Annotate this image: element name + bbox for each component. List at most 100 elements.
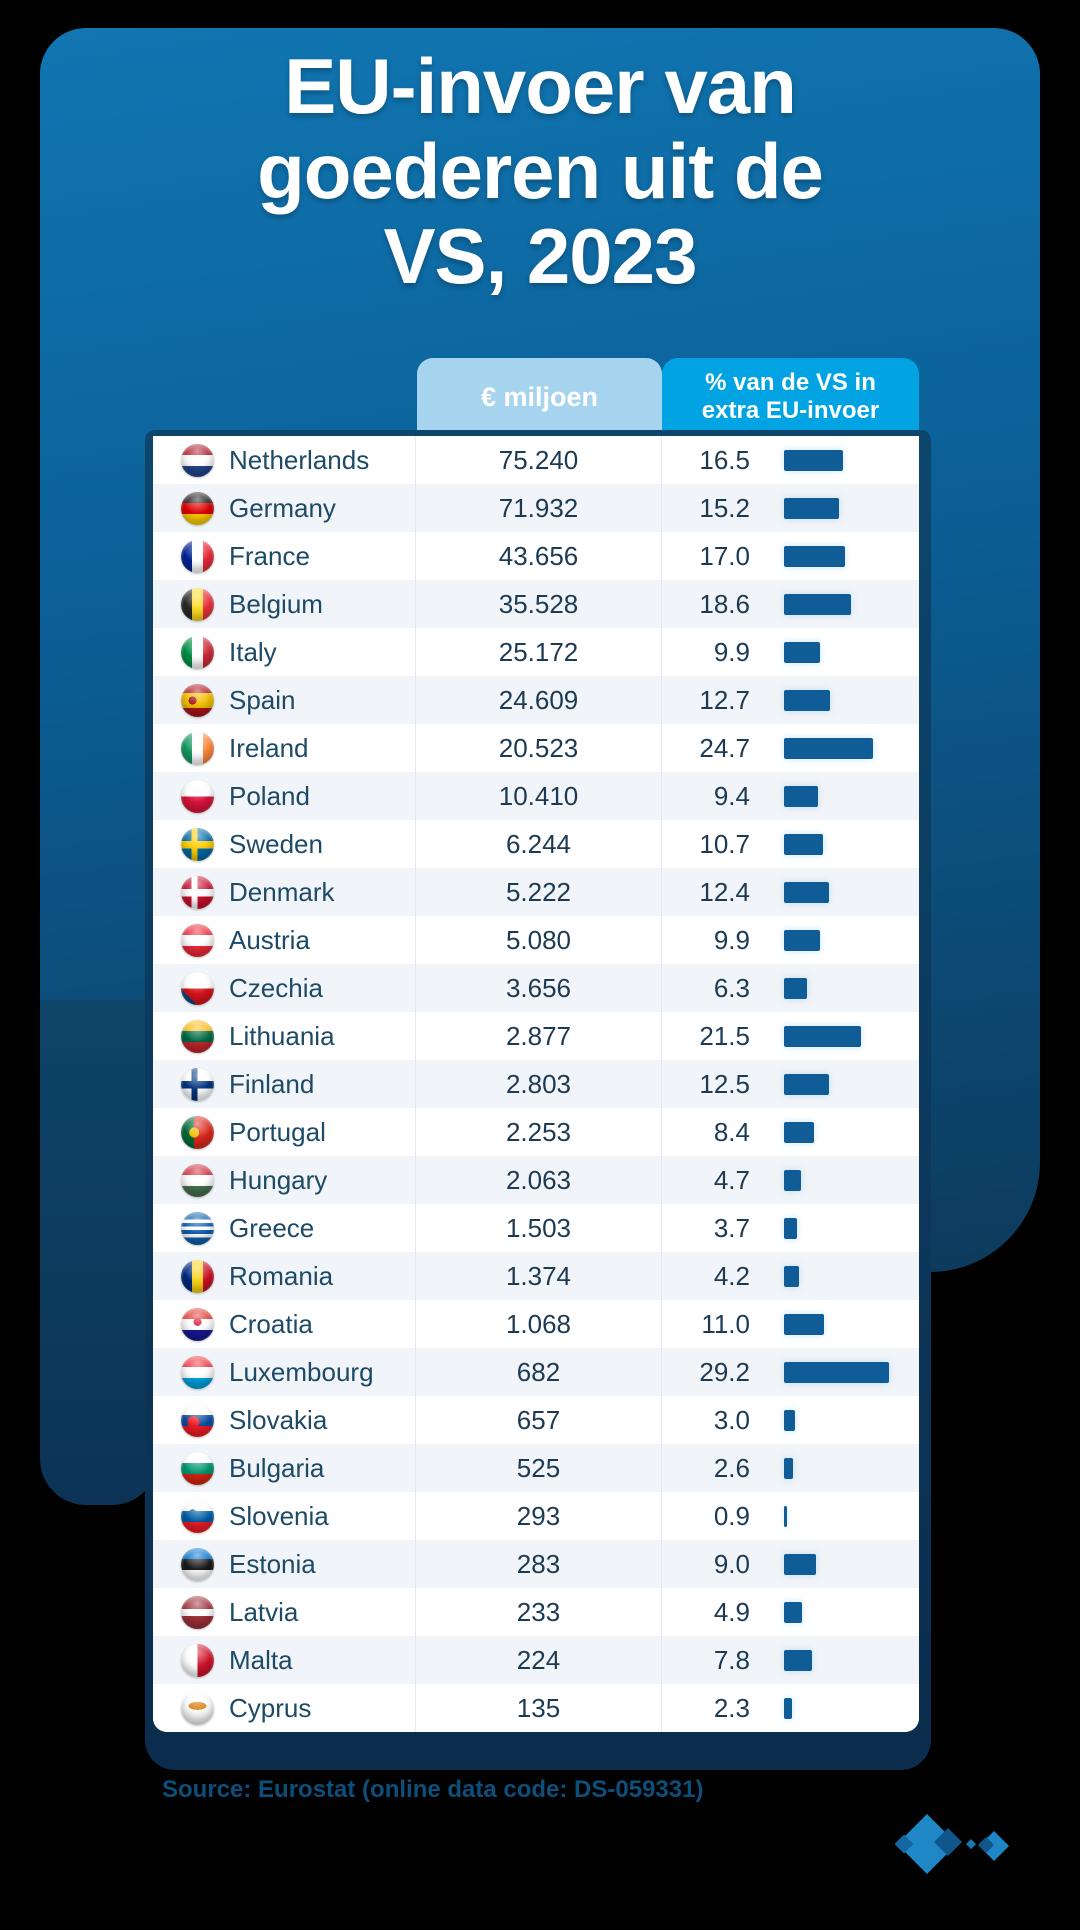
country-cell: Italy [153,628,415,676]
country-name: Netherlands [229,444,370,475]
pct-cell: 18.6 [662,580,919,628]
pct-bar [784,545,846,567]
pct-cell: 4.7 [662,1156,919,1204]
pct-value: 16.5 [699,444,750,475]
bar-track [784,593,919,615]
country-cell: Germany [153,484,415,532]
country-cell: Czechia [153,964,415,1012]
bar-track [784,689,919,711]
country-flag-icon [181,635,214,669]
table-row: Portugal 2.253 8.4 [153,1108,919,1156]
pct-bar [784,593,851,615]
pct-bar [784,737,873,759]
pct-value: 10.7 [699,828,750,859]
bar-track [784,449,919,471]
pct-value: 17.0 [699,540,750,571]
country-cell: Croatia [153,1300,415,1348]
value-eur-million: 20.523 [415,724,662,772]
value-eur-million: 682 [415,1348,662,1396]
table-row: Lithuania 2.877 21.5 [153,1012,919,1060]
value-eur-million: 25.172 [415,628,662,676]
country-flag-icon [181,1211,214,1245]
country-name: Hungary [229,1164,328,1195]
country-name: Sweden [229,828,323,859]
column-header-pct-line2: extra EU-invoer [701,397,880,424]
pct-value: 12.7 [699,684,750,715]
country-name: Spain [229,684,296,715]
country-name: Ireland [229,732,309,763]
pct-bar [784,1313,824,1335]
country-name: Italy [229,636,277,667]
country-flag-icon [181,683,214,717]
country-name: Denmark [229,876,335,907]
pct-bar [784,1457,794,1479]
bar-track [784,1265,919,1287]
value-eur-million: 35.528 [415,580,662,628]
country-name: Greece [229,1212,315,1243]
country-flag-icon [181,491,214,525]
pct-cell: 8.4 [662,1108,919,1156]
country-cell: Slovakia [153,1396,415,1444]
bar-track [784,497,919,519]
country-flag-icon [181,827,214,861]
bar-track [784,1457,919,1479]
pct-value: 9.4 [713,780,750,811]
pct-bar [784,449,844,471]
table-row: Germany 71.932 15.2 [153,484,919,532]
pct-value: 15.2 [699,492,750,523]
column-header-value-label: € miljoen [480,381,599,412]
country-cell: Cyprus [153,1684,415,1732]
country-name: Portugal [229,1116,326,1147]
country-cell: Greece [153,1204,415,1252]
value-eur-million: 2.803 [415,1060,662,1108]
country-flag-icon [181,1067,214,1101]
pct-bar [784,1409,795,1431]
table-row: Italy 25.172 9.9 [153,628,919,676]
country-cell: Hungary [153,1156,415,1204]
country-name: Germany [229,492,336,523]
country-flag-icon [181,1355,214,1389]
value-eur-million: 71.932 [415,484,662,532]
bar-track [784,1217,919,1239]
pct-value: 8.4 [713,1116,750,1147]
column-header-pct-line1: % van de VS in [705,368,876,396]
pct-value: 9.9 [713,924,750,955]
country-cell: Portugal [153,1108,415,1156]
pct-cell: 9.9 [662,628,919,676]
table-row: Greece 1.503 3.7 [153,1204,919,1252]
pct-cell: 4.9 [662,1588,919,1636]
country-cell: Lithuania [153,1012,415,1060]
table-row: Sweden 6.244 10.7 [153,820,919,868]
country-cell: Finland [153,1060,415,1108]
pct-cell: 3.7 [662,1204,919,1252]
value-eur-million: 2.877 [415,1012,662,1060]
pct-cell: 10.7 [662,820,919,868]
value-eur-million: 24.609 [415,676,662,724]
bar-track [784,641,919,663]
bar-track [784,881,919,903]
table-row: Austria 5.080 9.9 [153,916,919,964]
country-cell: Belgium [153,580,415,628]
table-row: Czechia 3.656 6.3 [153,964,919,1012]
value-eur-million: 135 [415,1684,662,1732]
value-eur-million: 283 [415,1540,662,1588]
pct-value: 3.0 [713,1404,750,1435]
country-flag-icon [181,443,214,477]
value-eur-million: 10.410 [415,772,662,820]
pct-cell: 9.0 [662,1540,919,1588]
country-cell: Romania [153,1252,415,1300]
pct-cell: 15.2 [662,484,919,532]
value-eur-million: 657 [415,1396,662,1444]
pct-bar [784,641,820,663]
pct-bar [784,977,807,999]
country-name: Luxembourg [229,1356,374,1387]
bar-track [784,1697,919,1719]
country-cell: Austria [153,916,415,964]
pct-value: 24.7 [699,732,750,763]
country-name: Poland [229,780,310,811]
pct-value: 12.4 [699,876,750,907]
value-eur-million: 6.244 [415,820,662,868]
country-cell: Malta [153,1636,415,1684]
country-name: Malta [229,1644,293,1675]
pct-cell: 0.9 [662,1492,919,1540]
